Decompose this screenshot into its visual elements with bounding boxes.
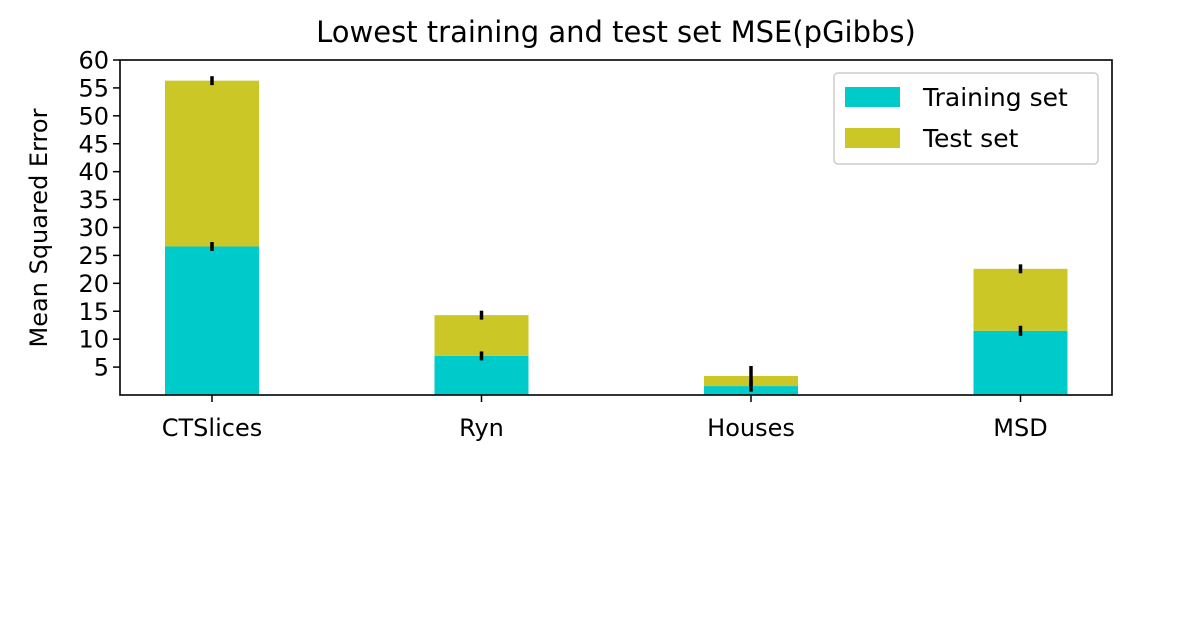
y-tick-label: 15 — [78, 298, 109, 326]
x-tick-label: Houses — [707, 414, 795, 442]
y-tick-label: 45 — [78, 130, 109, 158]
y-tick-label: 55 — [78, 74, 109, 102]
x-tick-label: MSD — [993, 414, 1047, 442]
chart-title: Lowest training and test set MSE(pGibbs) — [316, 15, 916, 49]
x-tick-label: Ryn — [459, 414, 504, 442]
plot-area-frame — [119, 59, 1113, 396]
bar-ctslices-series-2 — [165, 80, 259, 247]
legend: Training set Test set — [833, 72, 1099, 165]
bar-ryn-series-1 — [434, 355, 529, 395]
error-bars-group — [210, 76, 1023, 392]
bar-msd-series-1 — [973, 330, 1068, 395]
x-axis-ticks: CTSlices Ryn Houses MSD — [162, 395, 1048, 442]
legend-label-series-1: Training set — [922, 83, 1068, 112]
y-tick-label: 50 — [78, 102, 109, 130]
y-axis-label: Mean Squared Error — [25, 108, 53, 347]
y-tick-label: 5 — [94, 354, 109, 382]
y-tick-label: 35 — [78, 186, 109, 214]
y-tick-label: 20 — [78, 270, 109, 298]
y-tick-label: 60 — [78, 47, 109, 75]
y-tick-label: 40 — [78, 158, 109, 186]
x-tick-label: CTSlices — [162, 414, 262, 442]
y-tick-label: 25 — [78, 242, 109, 270]
bar-ryn-series-2 — [434, 315, 529, 356]
bar-msd-series-2 — [973, 268, 1068, 331]
legend-swatch-series-2 — [845, 128, 900, 148]
y-tick-label: 30 — [78, 214, 109, 242]
y-tick-label: 10 — [78, 326, 109, 354]
legend-swatch-series-1 — [845, 87, 900, 107]
bar-ctslices-series-1 — [165, 246, 259, 395]
legend-label-series-2: Test set — [922, 124, 1019, 153]
